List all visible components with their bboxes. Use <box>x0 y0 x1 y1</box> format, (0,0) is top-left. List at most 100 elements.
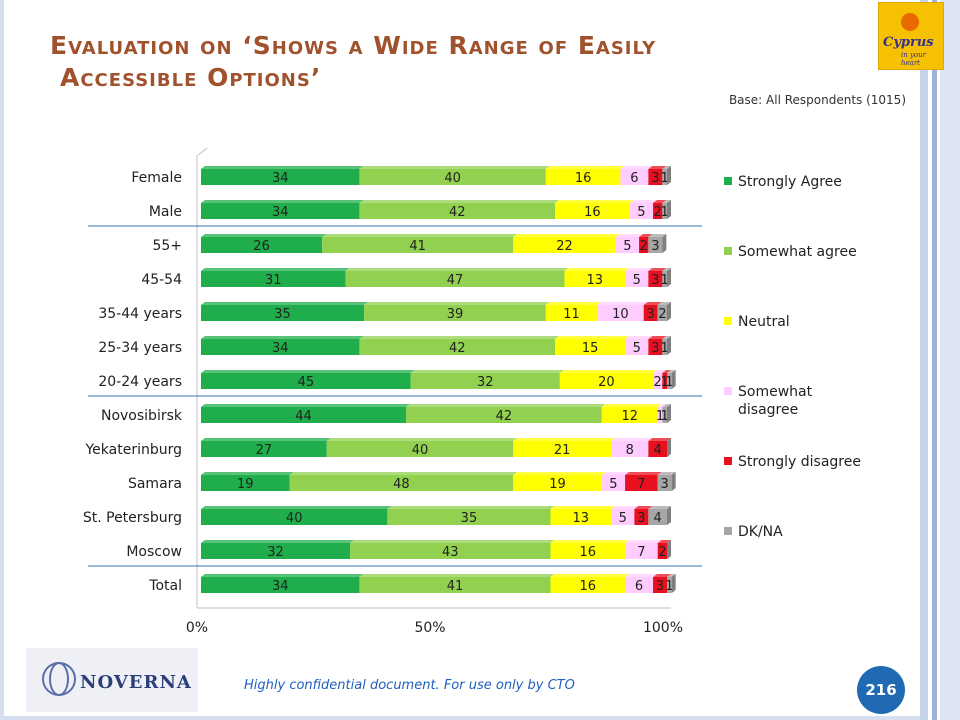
segment-value-label: 3 <box>651 239 659 254</box>
bar-top-face <box>657 472 676 475</box>
bar-top-face <box>359 574 555 577</box>
segment-value-label: 31 <box>265 273 282 288</box>
bar-segment-neutral <box>559 373 654 389</box>
segment-value-label: 13 <box>573 511 590 526</box>
bar-segment-somewhat-disagree <box>601 475 626 491</box>
bar-segment-neutral <box>513 475 602 491</box>
category-label-25-34-years: 25-34 years <box>98 340 182 356</box>
segment-value-label: 4 <box>654 511 662 526</box>
segment-value-label: 42 <box>449 341 466 356</box>
bar-segment-strongly-disagree <box>643 305 658 321</box>
bar-segment-strongly-agree <box>201 237 323 253</box>
segment-value-label: 40 <box>412 443 429 458</box>
segment-value-label: 41 <box>409 239 426 254</box>
bar-segment-somewhat-disagree <box>625 543 658 559</box>
bar-top-face <box>625 540 662 543</box>
slide-title-line1: Evaluation on ‘Shows a Wide Range of Eas… <box>50 31 657 60</box>
bar-top-face <box>550 540 630 543</box>
segment-value-label: 32 <box>267 545 284 560</box>
bar-segment-neutral <box>555 339 626 355</box>
legend-swatch-strongly-agree <box>724 177 732 185</box>
x-tick-label: 0% <box>186 620 208 636</box>
slide-right-border <box>920 0 960 720</box>
bar-top-face <box>620 166 653 169</box>
bar-segment-dk-na <box>662 339 667 355</box>
bar-segment-neutral <box>550 509 612 525</box>
bar-segment-strongly-agree <box>201 543 351 559</box>
segment-value-label: 10 <box>612 307 629 322</box>
bar-segment-strongly-disagree <box>634 509 649 525</box>
segment-value-label: 35 <box>461 511 478 526</box>
bar-side-face <box>667 438 671 457</box>
segment-value-label: 3 <box>637 511 645 526</box>
bar-top-face <box>597 302 648 305</box>
bar-top-face <box>625 472 662 475</box>
cyprus-logo: Cyprus in your heart <box>878 2 944 70</box>
bar-segment-somewhat-agree <box>364 305 546 321</box>
bar-top-face <box>643 302 662 305</box>
bar-top-face <box>201 506 392 509</box>
bar-top-face <box>201 234 327 237</box>
legend-label-strongly-disagree: Strongly disagree <box>738 454 861 470</box>
x-tick-label: 100% <box>643 620 683 636</box>
segment-value-label: 13 <box>586 273 603 288</box>
axis-depth-line <box>196 147 208 157</box>
bar-segment-strongly-agree <box>201 509 388 525</box>
bar-top-face <box>648 506 671 509</box>
bar-segment-dk-na <box>662 271 667 287</box>
bar-top-face <box>662 166 671 169</box>
segment-value-label: 1 <box>661 341 669 356</box>
bar-segment-neutral <box>601 407 658 423</box>
bar-side-face <box>671 370 676 389</box>
bar-top-face <box>653 200 667 203</box>
bar-top-face <box>625 336 653 339</box>
bar-segment-somewhat-disagree <box>653 373 663 389</box>
category-label-yekaterinburg: Yekaterinburg <box>84 442 182 458</box>
bar-segment-somewhat-agree <box>350 543 551 559</box>
legend-label-somewhat-agree: Somewhat agree <box>738 244 857 260</box>
segment-value-label: 47 <box>447 273 464 288</box>
bar-top-face <box>289 472 518 475</box>
bar-top-face <box>667 574 676 577</box>
segment-value-label: 40 <box>444 171 461 186</box>
segment-value-label: 21 <box>554 443 571 458</box>
bar-top-face <box>648 166 667 169</box>
bar-segment-dk-na <box>667 373 672 389</box>
bar-side-face <box>667 506 671 525</box>
bar-top-face <box>345 268 569 271</box>
bar-top-face <box>601 472 630 475</box>
bar-segment-neutral <box>555 203 630 219</box>
bar-segment-somewhat-agree <box>359 339 556 355</box>
bar-side-face <box>667 336 671 355</box>
bar-top-face <box>359 200 560 203</box>
bar-top-face <box>564 268 630 271</box>
category-label-samara: Samara <box>128 476 182 492</box>
confidential-note: Highly confidential document. For use on… <box>244 678 575 693</box>
bar-segment-strongly-agree <box>201 169 360 185</box>
bar-segment-strongly-agree <box>201 475 290 491</box>
category-label-20-24-years: 20-24 years <box>98 374 182 390</box>
segment-value-label: 15 <box>582 341 599 356</box>
segment-value-label: 34 <box>272 341 289 356</box>
bar-segment-somewhat-disagree <box>620 169 649 185</box>
segment-value-label: 6 <box>635 579 643 594</box>
bar-top-face <box>648 438 671 441</box>
bar-segment-somewhat-agree <box>322 237 514 253</box>
bar-top-face <box>662 370 671 373</box>
bar-top-face <box>201 472 294 475</box>
bar-top-face <box>662 336 671 339</box>
bar-side-face <box>667 166 671 185</box>
cyprus-logo-text: Cyprus <box>883 35 934 50</box>
bar-top-face <box>326 438 518 441</box>
bar-segment-strongly-agree <box>201 441 327 457</box>
segment-value-label: 6 <box>630 171 638 186</box>
bar-side-face <box>667 200 671 219</box>
bar-top-face <box>201 302 369 305</box>
bar-segment-strongly-agree <box>201 305 365 321</box>
bar-segment-dk-na <box>657 475 672 491</box>
bar-top-face <box>625 268 653 271</box>
bar-segment-dk-na <box>667 577 672 593</box>
bar-segment-somewhat-agree <box>359 577 551 593</box>
bar-segment-strongly-disagree <box>653 577 667 593</box>
bar-segment-dk-na <box>657 305 667 321</box>
